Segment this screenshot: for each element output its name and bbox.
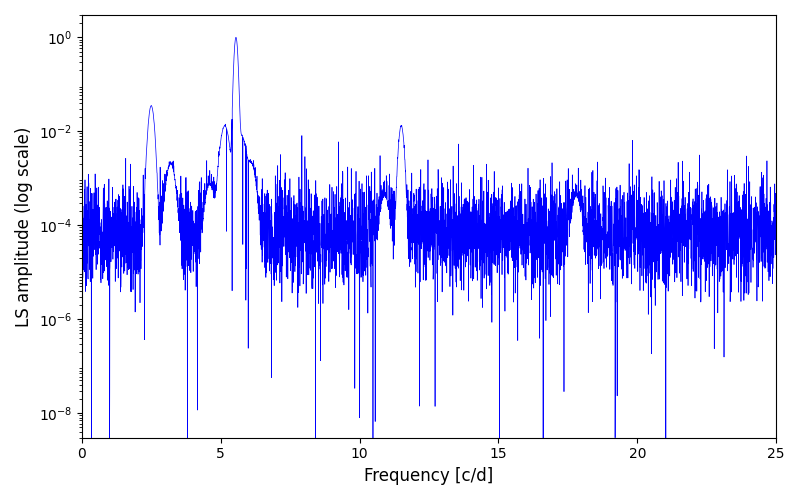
X-axis label: Frequency [c/d]: Frequency [c/d] xyxy=(364,467,494,485)
Y-axis label: LS amplitude (log scale): LS amplitude (log scale) xyxy=(15,126,33,326)
